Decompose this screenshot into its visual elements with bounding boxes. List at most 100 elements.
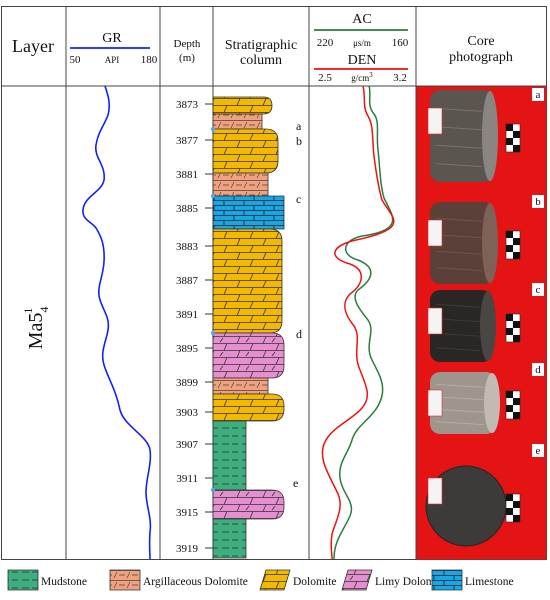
scale-bar (505, 123, 521, 153)
core-texture-line (435, 217, 483, 222)
core-texture-line (435, 234, 483, 239)
legend-label: Dolomite (293, 576, 336, 588)
scale-bar-block (506, 391, 513, 398)
gr-min: 50 (70, 54, 82, 66)
scale-bar (505, 390, 521, 420)
strata-bed-argillaceous (212, 377, 269, 395)
den-unit-base: g/cm (351, 73, 369, 83)
strata-bed-argillaceous (212, 172, 269, 197)
sample-label-d: d (296, 327, 302, 341)
den-unit: g/cm3 (351, 71, 373, 83)
depth-tick-label: 3877 (176, 135, 199, 147)
depth-tick-label: 3887 (176, 275, 199, 287)
ac-min: 220 (317, 37, 334, 49)
sample-tag (427, 107, 443, 135)
den-title: DEN (348, 53, 377, 68)
core-texture-line (435, 408, 485, 413)
layer-label-sub: 4 (37, 307, 51, 313)
sample-labels: ab c d e (293, 119, 302, 490)
core-texture-line (435, 107, 483, 112)
scale-bar-block (506, 405, 513, 412)
scale-bar (505, 313, 521, 343)
legend-item-mudstone: Mudstone (7, 569, 87, 591)
photo-label-d: d (535, 364, 541, 376)
scale-bar-block (506, 494, 513, 501)
layer-label: Ma541 (21, 307, 51, 350)
photo-label-box (532, 283, 544, 296)
core-photo-b: b (427, 195, 544, 284)
scale-bar-block (506, 328, 513, 335)
depth-tick-label: 3899 (176, 377, 199, 389)
ac-max: 160 (392, 37, 409, 49)
photo-label-a: a (536, 89, 541, 101)
core-photo-c: c (427, 283, 544, 362)
gr-header: GR 50 API 180 (70, 31, 158, 66)
stratigraphic-column (211, 96, 285, 559)
core-texture-line (435, 163, 483, 168)
legend-label: Argillaceous Dolomite (143, 576, 248, 588)
depth-tick-label: 3873 (176, 99, 199, 111)
photo-label-e: e (536, 445, 541, 457)
core-header: Core photograph (449, 34, 513, 65)
depth-tick-label: 3903 (176, 407, 199, 419)
sample-marker (211, 488, 215, 492)
strata-bed-mudstone (212, 420, 247, 491)
scale-bar-block (513, 238, 520, 245)
sample-label-a: a (296, 119, 302, 133)
legend-label: Mudstone (41, 576, 87, 588)
legend-swatch (259, 569, 291, 591)
depth-tick-label: 3911 (176, 473, 198, 485)
legend-swatch (431, 569, 463, 591)
scale-bar-block (513, 412, 520, 419)
strat-title-2: column (240, 53, 282, 68)
den-unit-sup: 3 (369, 71, 373, 79)
scale-bar-block (506, 138, 513, 145)
core-photo-panel: a b c d e (416, 86, 547, 560)
photo-label-box (532, 363, 544, 376)
depth-tick-label: 3885 (176, 203, 199, 215)
scale-bar-block (513, 501, 520, 508)
core-end-face (482, 91, 498, 181)
layer-label-text: Ma541 (21, 307, 51, 350)
core-texture-line (435, 347, 481, 352)
core-end-face (480, 291, 496, 361)
sample-tag (427, 307, 443, 335)
gr-curve (82, 85, 152, 560)
legend-label: Limestone (465, 576, 514, 588)
core-texture-line (435, 267, 483, 272)
gr-max: 180 (141, 54, 158, 66)
core-texture-line (435, 250, 483, 255)
depth-tick-label: 3881 (176, 169, 198, 181)
core-cylinder (430, 202, 494, 284)
layer-header: Layer (12, 36, 54, 56)
sample-label-e: e (293, 476, 298, 490)
lithology-legend: Mudstone Argillaceous Dolomite Dolomite Lim… (7, 569, 514, 591)
core-end-face (482, 203, 498, 283)
strata-bed-dolomite (212, 228, 283, 334)
strat-header: Stratigraphic column (225, 38, 297, 68)
core-cylinder (430, 290, 492, 362)
depth-tick-label: 3895 (176, 343, 199, 355)
strata-bed-limy (212, 489, 285, 520)
layer-label-sup: 1 (21, 308, 35, 314)
depth-tick-label: 3883 (176, 241, 199, 253)
scale-bar-block (513, 145, 520, 152)
legend-swatch (7, 569, 39, 591)
ac-title: AC (352, 12, 371, 27)
scale-bar-block (506, 124, 513, 131)
core-title-2: photograph (449, 50, 513, 65)
legend-item-argillaceous: Argillaceous Dolomite (109, 569, 248, 591)
strata-bed-dolomite (212, 128, 279, 174)
legend-item-limestone: Limestone (431, 569, 514, 591)
depth-tick-label: 3919 (176, 543, 199, 555)
core-texture-line (435, 332, 481, 337)
depth-ticks: 3873 3877 3881 3885 3883 3887 3891 3895 3899 3903… (176, 99, 213, 555)
legend-item-dolomite: Dolomite (259, 569, 336, 591)
scale-bar-block (506, 314, 513, 321)
scale-bar-block (513, 321, 520, 328)
scale-bar-block (513, 252, 520, 259)
den-min: 2.5 (318, 72, 332, 84)
scale-bar (505, 493, 521, 523)
gr-title: GR (102, 31, 122, 46)
